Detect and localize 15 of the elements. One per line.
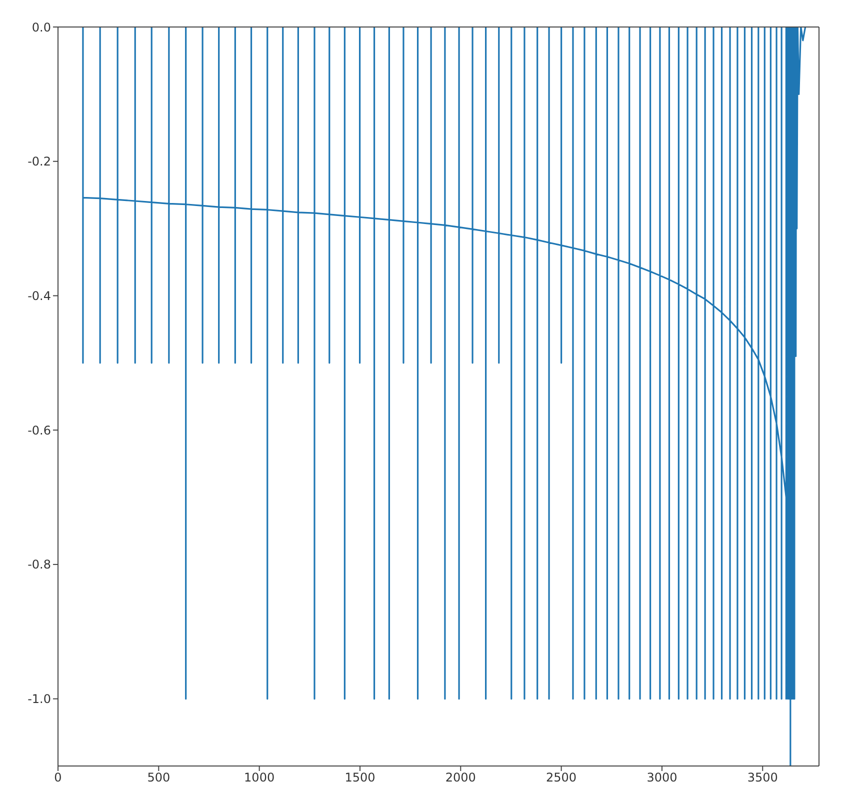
x-tick-label: 3000 <box>646 770 678 785</box>
x-tick-label: 500 <box>147 770 170 785</box>
x-tick-label: 3500 <box>747 770 778 785</box>
x-tick-label: 1000 <box>244 770 275 785</box>
x-tick-label: 1500 <box>344 770 376 785</box>
y-tick-label: 0.0 <box>32 20 51 34</box>
y-tick-label: -0.6 <box>28 423 51 438</box>
x-tick-label: 2000 <box>445 770 476 785</box>
y-tick-label: -1.0 <box>28 692 51 706</box>
y-tick-label: -0.2 <box>28 154 51 169</box>
x-tick-label: 0 <box>54 770 62 785</box>
line-series <box>82 27 806 766</box>
y-tick-label: -0.8 <box>28 558 51 572</box>
x-tick-label: 2500 <box>546 770 577 785</box>
y-tick-label: -0.4 <box>28 288 51 303</box>
